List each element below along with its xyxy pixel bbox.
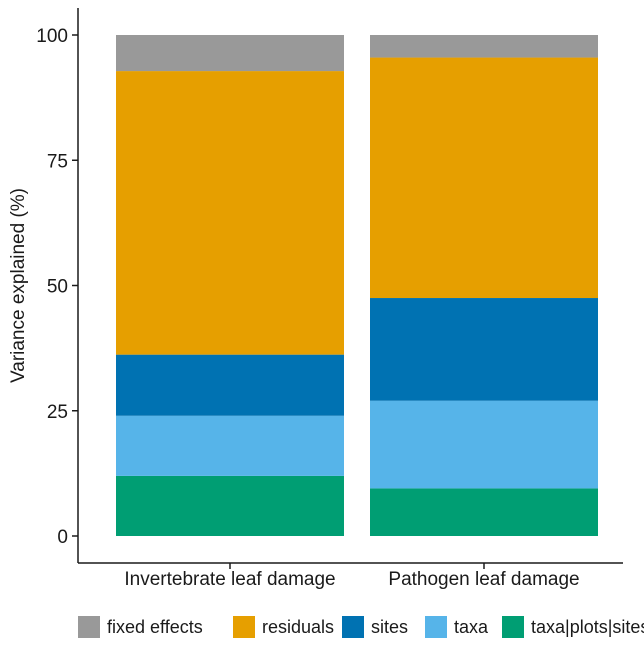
legend-swatch <box>425 616 447 638</box>
legend-swatch <box>78 616 100 638</box>
bar-segment-taxa-plots-sites-1 <box>116 475 344 536</box>
y-tick-label: 75 <box>47 151 68 172</box>
legend: fixed effects residuals sites taxa taxa|plot… <box>78 616 644 638</box>
bar-segment-sites-2 <box>370 298 598 401</box>
y-tick-label: 50 <box>47 277 68 298</box>
y-axis-title: Variance explained (%) <box>8 188 29 383</box>
x-tick-label: Pathogen leaf damage <box>388 569 579 590</box>
bar-segment-fixed-effects-2 <box>370 35 598 58</box>
y-tick-label: 0 <box>57 527 68 548</box>
bar-segment-taxa-plots-sites-2 <box>370 488 598 536</box>
bar-segment-residuals-1 <box>116 71 344 355</box>
y-tick-label: 100 <box>36 26 68 47</box>
bar-segment-residuals-2 <box>370 57 598 299</box>
legend-label: fixed effects <box>107 617 203 637</box>
x-tick-label: Invertebrate leaf damage <box>124 569 335 590</box>
legend-swatch <box>233 616 255 638</box>
bar-segment-fixed-effects-1 <box>116 35 344 72</box>
x-axis-ticks: Invertebrate leaf damage Pathogen leaf da… <box>124 563 580 590</box>
y-axis-ticks: 0 25 50 75 100 <box>36 26 78 548</box>
legend-label: residuals <box>262 617 334 637</box>
bars-layer <box>116 35 598 536</box>
legend-label: sites <box>371 617 408 637</box>
bar-segment-sites-1 <box>116 354 344 416</box>
bar-segment-taxa-1 <box>116 415 344 476</box>
bar-segment-taxa-2 <box>370 400 598 489</box>
legend-label: taxa|plots|sites <box>531 617 644 637</box>
legend-swatch <box>502 616 524 638</box>
legend-label: taxa <box>454 617 489 637</box>
y-tick-label: 25 <box>47 402 68 423</box>
legend-swatch <box>342 616 364 638</box>
